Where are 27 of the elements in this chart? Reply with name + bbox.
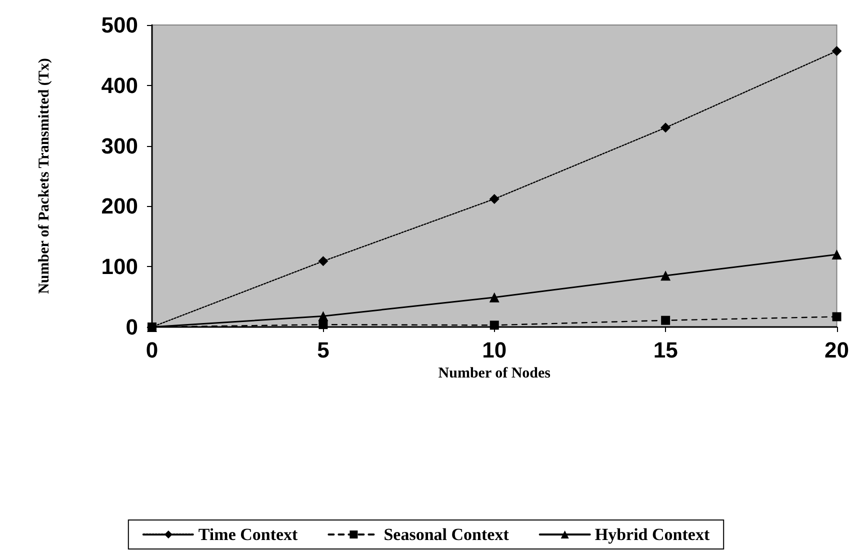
- legend-label: Time Context: [198, 525, 298, 544]
- x-tick-label: 5: [317, 338, 330, 362]
- x-axis-title: Number of Nodes: [438, 365, 551, 382]
- x-tick-label: 0: [146, 338, 158, 362]
- y-tick-label: 500: [101, 12, 138, 38]
- y-tick-label: 300: [101, 133, 138, 158]
- x-tick-label: 10: [482, 338, 507, 362]
- point: [832, 250, 842, 260]
- y-tick-label: 0: [126, 314, 138, 340]
- point: [489, 292, 500, 302]
- legend-label: Hybrid Context: [594, 525, 710, 544]
- point: [489, 194, 500, 204]
- point: [318, 311, 328, 322]
- legend-label: Seasonal Context: [384, 525, 510, 544]
- y-tick-label: 100: [101, 254, 138, 280]
- point: [661, 316, 670, 325]
- point: [318, 256, 328, 266]
- x-tick-label: 20: [824, 338, 850, 362]
- y-axis-title: Number of Packets Transmitted (Tx): [36, 58, 52, 294]
- point: [490, 320, 499, 330]
- point: [832, 312, 842, 322]
- point: [832, 46, 842, 56]
- x-tick-label: 15: [653, 338, 678, 362]
- point: [660, 270, 671, 281]
- point: [660, 122, 671, 133]
- y-tick-label: 400: [101, 72, 138, 98]
- y-tick-label: 200: [101, 194, 138, 219]
